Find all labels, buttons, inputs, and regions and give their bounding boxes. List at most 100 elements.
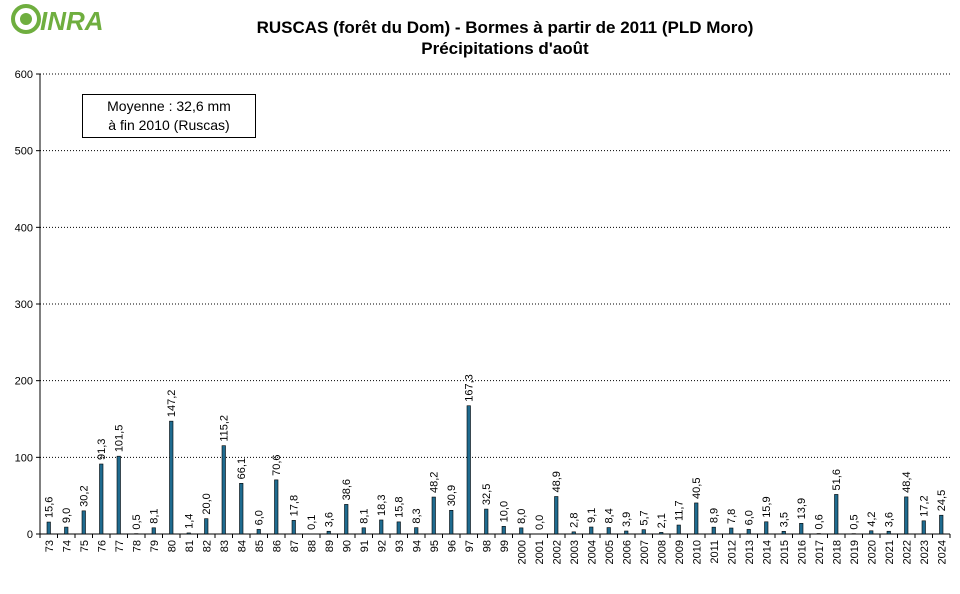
data-label: 4,2	[866, 511, 878, 526]
logo-circle-icon	[11, 4, 41, 34]
data-label: 10,0	[499, 501, 511, 522]
data-label: 8,4	[604, 508, 616, 523]
data-label: 11,7	[674, 500, 686, 521]
y-tick-label: 100	[15, 452, 33, 464]
data-label: 48,9	[551, 471, 563, 492]
data-label: 3,6	[884, 512, 896, 527]
bar	[834, 494, 839, 535]
data-label: 2,8	[569, 513, 581, 528]
chart-title: RUSCAS (forêt du Dom) - Bormes à partir …	[256, 18, 754, 37]
x-tick-label: 2018	[831, 540, 843, 564]
x-tick-label: 99	[499, 540, 511, 552]
x-tick-label: 2001	[534, 540, 546, 564]
bar	[676, 524, 681, 535]
x-tick-label: 73	[44, 540, 56, 552]
x-tick-label: 94	[411, 540, 423, 552]
x-tick-label: 2000	[516, 540, 528, 564]
x-tick-label: 74	[61, 540, 73, 552]
y-tick-label: 300	[15, 299, 33, 311]
average-annotation: Moyenne : 32,6 mm à fin 2010 (Ruscas)	[82, 94, 256, 138]
bar	[921, 520, 926, 535]
x-tick-label: 2010	[691, 540, 703, 564]
average-line2: à fin 2010 (Ruscas)	[108, 117, 230, 133]
bar	[99, 463, 104, 535]
bar	[186, 532, 191, 535]
x-tick-label: 2022	[901, 540, 913, 564]
data-label: 9,1	[586, 508, 598, 523]
bar	[764, 521, 769, 535]
data-label: 91,3	[96, 439, 108, 460]
bar	[81, 510, 86, 535]
bar	[799, 523, 804, 535]
data-label: 115,2	[219, 415, 231, 442]
data-label: 20,0	[201, 493, 213, 514]
data-label: 3,6	[324, 512, 336, 527]
bar	[781, 531, 786, 535]
x-tick-label: 77	[114, 540, 126, 552]
data-label: 8,3	[411, 508, 423, 523]
data-label: 32,5	[481, 484, 493, 505]
x-tick-label: 89	[324, 540, 336, 552]
data-label: 8,0	[516, 509, 528, 524]
data-label: 51,6	[831, 469, 843, 490]
x-tick-label: 2004	[586, 540, 598, 564]
bar	[466, 405, 471, 535]
x-tick-label: 2021	[884, 540, 896, 564]
data-label: 6,0	[744, 510, 756, 525]
y-tick-label: 600	[15, 69, 33, 81]
bar	[221, 445, 226, 535]
bar	[641, 529, 646, 535]
x-tick-label: 88	[306, 540, 318, 552]
data-label: 8,1	[359, 508, 371, 523]
data-label: 7,8	[726, 509, 738, 524]
bar	[904, 496, 909, 535]
data-label: 3,5	[779, 512, 791, 527]
data-label: 70,6	[271, 454, 283, 475]
data-label: 15,6	[44, 497, 56, 518]
y-tick-label: 400	[15, 222, 33, 234]
bar	[291, 520, 296, 535]
x-tick-label: 2023	[919, 540, 931, 564]
x-tick-label: 2002	[551, 540, 563, 564]
data-label: 40,5	[691, 478, 703, 499]
x-tick-label: 2003	[569, 540, 581, 564]
x-tick-label: 2013	[744, 540, 756, 564]
x-tick-label: 85	[254, 540, 266, 552]
x-tick-label: 95	[429, 540, 441, 552]
bar	[361, 527, 366, 535]
data-label: 0,5	[849, 514, 861, 529]
x-tick-label: 78	[131, 540, 143, 552]
bar	[396, 521, 401, 535]
data-label: 17,2	[919, 495, 931, 516]
bar	[694, 502, 699, 535]
bar	[939, 514, 944, 535]
data-label: 24,5	[936, 490, 948, 511]
y-tick-label: 0	[27, 529, 33, 541]
x-tick-label: 91	[359, 540, 371, 552]
bar	[326, 530, 331, 535]
x-tick-label: 98	[481, 540, 493, 552]
x-tick-label: 93	[394, 540, 406, 552]
x-tick-label: 2012	[726, 540, 738, 564]
bar	[151, 527, 156, 535]
bar	[46, 521, 51, 535]
bar	[729, 527, 734, 535]
data-label: 15,8	[394, 496, 406, 517]
x-tick-label: 84	[236, 540, 248, 552]
bar	[571, 531, 576, 535]
x-tick-label: 2011	[709, 540, 721, 564]
y-tick-label: 500	[15, 146, 33, 158]
chart-subtitle: Précipitations d'août	[421, 39, 589, 58]
data-label: 8,1	[149, 508, 161, 523]
x-tick-label: 82	[201, 540, 213, 552]
data-label: 3,9	[621, 512, 633, 527]
x-tick-label: 2019	[849, 540, 861, 564]
data-label: 0,1	[306, 515, 318, 530]
x-tick-label: 80	[166, 540, 178, 552]
data-label: 9,0	[61, 508, 73, 523]
data-label: 0,0	[534, 515, 546, 530]
bar	[606, 527, 611, 535]
bar	[449, 510, 454, 535]
bar	[484, 508, 489, 535]
